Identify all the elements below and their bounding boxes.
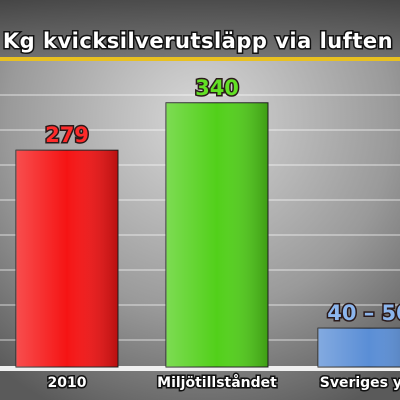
value-label: 40 – 50 <box>327 301 400 325</box>
title-band <box>0 0 400 60</box>
x-tick-label: Miljötillståndet <box>157 374 277 391</box>
bar-shade <box>318 328 400 367</box>
value-label: 279 <box>45 123 89 147</box>
bar-shade <box>166 102 268 368</box>
value-label: 340 <box>195 76 239 100</box>
bar-shade <box>16 150 118 367</box>
x-tick-label: Sveriges yrk <box>320 375 400 391</box>
chart-title: Kg kvicksilverutsläpp via luften <box>3 29 393 53</box>
x-tick-label: 2010 <box>48 375 87 391</box>
title-rule <box>0 57 400 61</box>
baseline <box>0 366 400 371</box>
